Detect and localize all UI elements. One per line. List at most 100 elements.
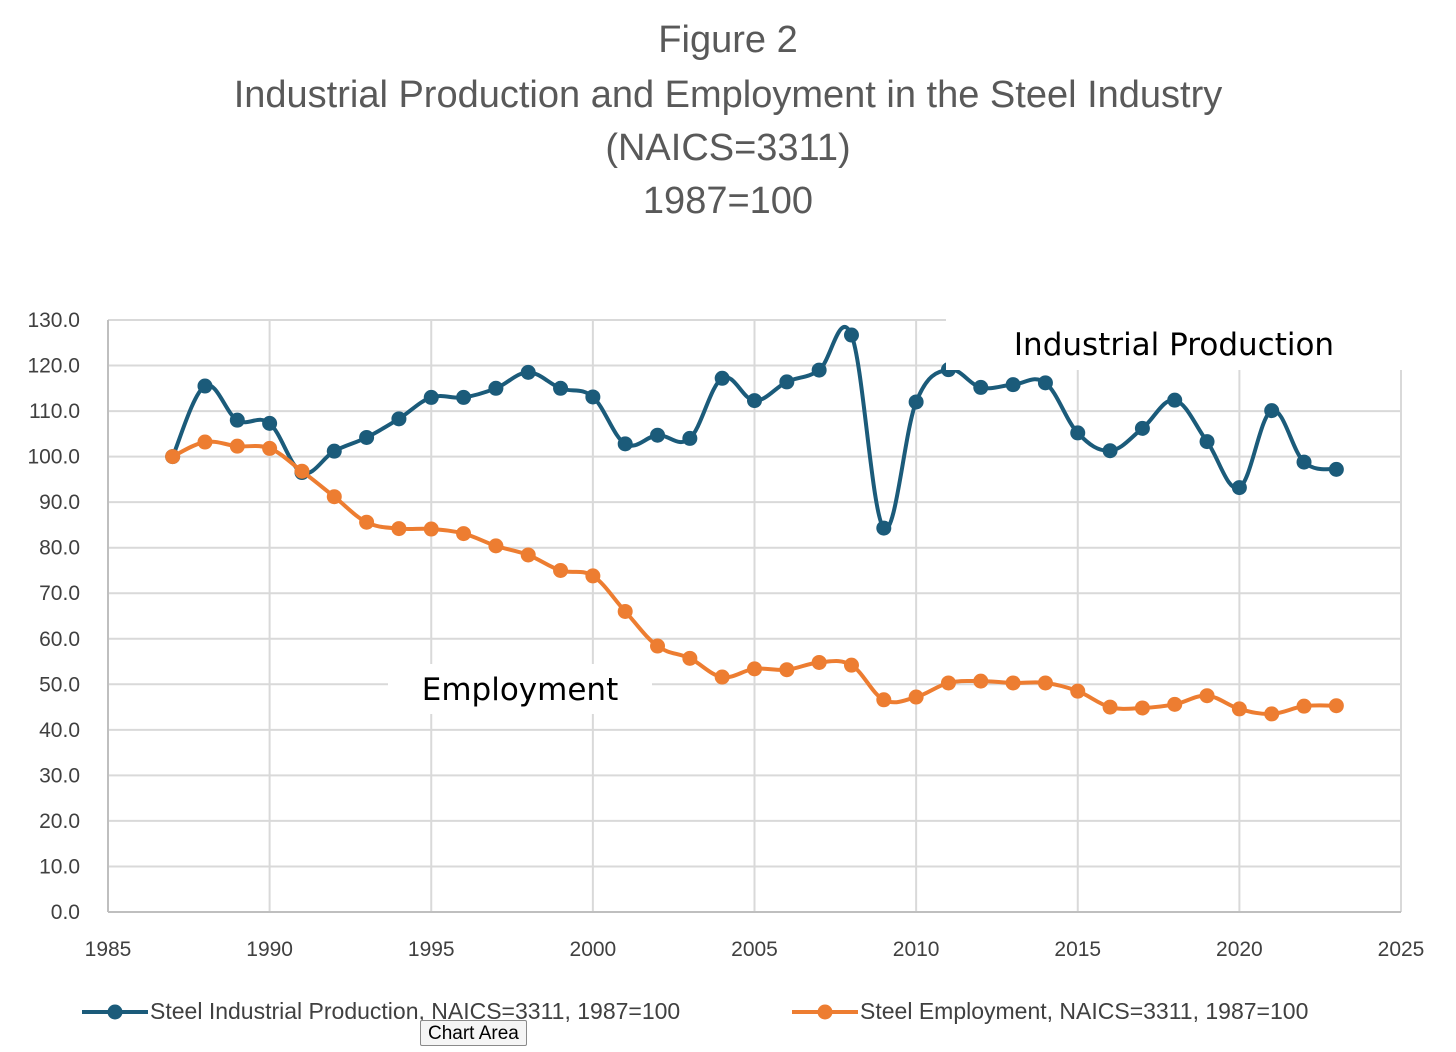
data-point[interactable]	[1199, 434, 1215, 450]
legend-marker	[817, 1004, 833, 1020]
data-point[interactable]	[714, 669, 730, 685]
data-point[interactable]	[262, 440, 278, 456]
data-point[interactable]	[197, 378, 213, 394]
data-point[interactable]	[747, 661, 762, 677]
data-point[interactable]	[326, 443, 342, 459]
series-employment	[165, 434, 1344, 722]
data-point[interactable]	[423, 389, 439, 405]
data-point[interactable]	[1167, 392, 1183, 408]
data-point[interactable]	[650, 638, 666, 654]
data-point[interactable]	[1037, 675, 1053, 691]
y-tick-label: 20.0	[39, 810, 80, 833]
data-point[interactable]	[876, 520, 892, 536]
data-point[interactable]	[1037, 375, 1053, 391]
axes	[107, 320, 1401, 913]
data-point[interactable]	[843, 327, 859, 343]
data-point[interactable]	[1231, 701, 1247, 717]
y-tick-label: 0.0	[51, 901, 80, 924]
data-point[interactable]	[553, 562, 569, 578]
data-point[interactable]	[391, 411, 407, 427]
y-tick-label: 80.0	[39, 537, 80, 560]
data-point[interactable]	[1005, 675, 1021, 691]
data-point[interactable]	[1296, 698, 1312, 714]
y-tick-label: 130.0	[27, 309, 80, 332]
chart-area-tooltip: Chart Area	[420, 1020, 527, 1046]
data-point[interactable]	[908, 689, 924, 705]
data-point[interactable]	[488, 380, 504, 396]
data-point[interactable]	[520, 547, 536, 563]
data-point[interactable]	[779, 374, 795, 390]
data-point[interactable]	[682, 430, 698, 446]
data-point[interactable]	[1005, 377, 1021, 393]
y-tick-label: 30.0	[39, 764, 80, 787]
annotations: Industrial Production Employment	[388, 318, 1402, 714]
data-point[interactable]	[973, 379, 989, 395]
data-point[interactable]	[747, 393, 762, 409]
y-tick-label: 90.0	[39, 491, 80, 514]
data-point[interactable]	[1134, 700, 1150, 716]
data-point[interactable]	[488, 538, 504, 554]
data-point[interactable]	[940, 675, 956, 691]
x-tick-label: 1995	[408, 938, 455, 961]
data-point[interactable]	[456, 526, 472, 542]
data-point[interactable]	[197, 434, 213, 450]
data-point[interactable]	[650, 427, 666, 443]
data-point[interactable]	[585, 568, 601, 584]
x-tick-label: 2005	[731, 938, 778, 961]
grid-lines	[108, 319, 1402, 912]
data-point[interactable]	[229, 412, 245, 428]
data-point[interactable]	[973, 673, 989, 689]
data-point[interactable]	[1264, 706, 1280, 722]
y-tick-label: 70.0	[39, 582, 80, 605]
data-point[interactable]	[262, 415, 278, 431]
data-point[interactable]	[811, 362, 827, 378]
data-point[interactable]	[229, 438, 245, 454]
title-line-4: 1987=100	[643, 180, 813, 222]
data-point[interactable]	[1231, 480, 1247, 496]
data-point[interactable]	[326, 489, 342, 505]
annotation-label: Industrial Production	[1014, 327, 1334, 363]
data-point[interactable]	[359, 514, 375, 530]
data-point[interactable]	[1134, 420, 1150, 436]
data-point[interactable]	[779, 662, 795, 678]
legend-marker	[107, 1004, 123, 1020]
data-point[interactable]	[908, 394, 924, 410]
legend-label: Steel Industrial Production, NAICS=3311,…	[150, 998, 680, 1024]
data-point[interactable]	[1102, 443, 1118, 459]
data-point[interactable]	[391, 521, 407, 537]
data-point[interactable]	[811, 654, 827, 670]
data-point[interactable]	[165, 449, 181, 465]
series-lines	[165, 325, 1344, 722]
title-line-2: Industrial Production and Employment in …	[234, 74, 1223, 116]
data-point[interactable]	[1199, 688, 1215, 704]
series-production	[165, 325, 1344, 536]
data-point[interactable]	[359, 429, 375, 445]
legend-item[interactable]: Steel Employment, NAICS=3311, 1987=100	[792, 998, 1308, 1024]
data-point[interactable]	[1167, 696, 1183, 712]
data-point[interactable]	[520, 364, 536, 380]
data-point[interactable]	[423, 521, 439, 537]
data-point[interactable]	[585, 389, 601, 405]
data-point[interactable]	[843, 657, 859, 673]
data-point[interactable]	[456, 389, 472, 405]
data-point[interactable]	[1102, 699, 1118, 715]
data-point[interactable]	[553, 380, 569, 396]
x-tick-label: 1985	[85, 938, 132, 961]
data-point[interactable]	[617, 603, 633, 619]
data-point[interactable]	[1296, 454, 1312, 470]
data-point[interactable]	[1070, 425, 1086, 441]
title-line-1: Figure 2	[658, 19, 797, 61]
legend-item[interactable]: Steel Industrial Production, NAICS=3311,…	[82, 998, 680, 1024]
data-point[interactable]	[1328, 698, 1344, 714]
title-line-3: (NAICS=3311)	[605, 127, 850, 169]
data-point[interactable]	[1070, 683, 1086, 699]
data-point[interactable]	[1264, 403, 1280, 419]
data-point[interactable]	[714, 370, 730, 386]
data-point[interactable]	[682, 650, 698, 666]
data-point[interactable]	[617, 436, 633, 452]
data-point[interactable]	[1328, 461, 1344, 477]
data-point[interactable]	[294, 463, 310, 479]
data-point[interactable]	[876, 692, 892, 708]
